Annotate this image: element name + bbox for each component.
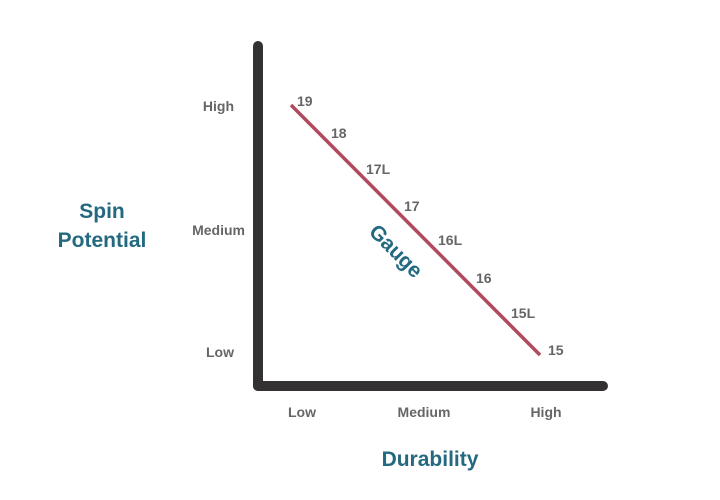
gauge-label-17L: 17L: [366, 161, 391, 177]
y-tick-medium: Medium: [192, 222, 245, 238]
y-axis-title-line1: Spin: [79, 200, 125, 223]
y-tick-high: High: [203, 98, 234, 114]
x-axis-title: Durability: [382, 448, 479, 471]
x-tick-low: Low: [288, 404, 316, 420]
y-tick-low: Low: [206, 344, 234, 360]
x-tick-high: High: [530, 404, 561, 420]
gauge-label-15: 15: [548, 342, 564, 358]
gauge-label-17: 17: [404, 198, 420, 214]
gauge-label-18: 18: [331, 125, 347, 141]
gauge-label-16: 16: [476, 270, 492, 286]
gauge-label-15L: 15L: [511, 305, 536, 321]
gauge-trend-line: [289, 103, 542, 357]
gauge-label-19: 19: [297, 93, 313, 109]
x-tick-medium: Medium: [398, 404, 451, 420]
y-axis-title-line2: Potential: [58, 229, 147, 252]
gauge-label-16L: 16L: [438, 232, 463, 248]
